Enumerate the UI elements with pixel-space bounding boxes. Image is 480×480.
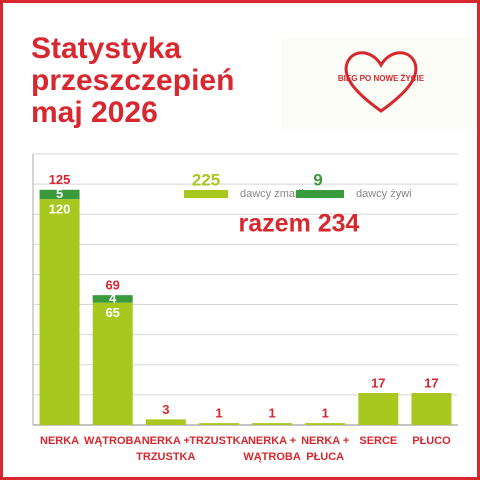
total-label: 69 (105, 278, 119, 293)
bar-segment (358, 393, 399, 425)
logo-heart (344, 51, 418, 113)
logo: BIEG PO NOWE ŻYCIE (281, 37, 476, 129)
value-label: 4 (109, 290, 117, 305)
value-label: 120 (49, 202, 71, 217)
x-tick-label: PŁUCO (412, 435, 451, 447)
legend-swatch (296, 190, 344, 198)
bar-segment (39, 189, 80, 200)
bar-segment (39, 199, 80, 425)
legend-swatch (184, 190, 228, 198)
x-tick-label: SERCE (359, 435, 398, 447)
x-tick-label: NERKA + TRZUSTKA (136, 435, 196, 463)
legend-label: dawcy zmarli (240, 188, 304, 200)
legend-label: dawcy żywi (356, 188, 412, 200)
bar-segment (411, 393, 452, 425)
bar-segment (252, 423, 293, 425)
subtitle: maj 2026 (31, 96, 158, 129)
total-label: 1 (268, 406, 275, 421)
logo-text: BIEG PO NOWE ŻYCIE (338, 74, 425, 83)
bar-segment (145, 419, 186, 425)
x-tick-label: NERKA (40, 435, 80, 447)
total-label: 1 (322, 406, 329, 421)
total-label: 17 (371, 375, 385, 390)
x-tick-label: WĄTROBA (83, 435, 142, 447)
value-label: 5 (56, 186, 63, 201)
logo-bg (281, 37, 476, 129)
total-label: 1 (215, 406, 222, 421)
title: Statystyka przeszczepień (31, 32, 235, 97)
legend-total: 225 (192, 170, 220, 189)
total-label: 3 (162, 402, 169, 417)
x-tick-label: NERKA + PŁUCA (301, 435, 350, 463)
bar-segment (305, 423, 346, 425)
chart: BIEG PO NOWE ŻYCIE 225 dawcy zmarli 9 dawcy… (32, 37, 476, 426)
total-label: 17 (424, 375, 438, 390)
value-label: 65 (105, 305, 119, 320)
bar-segment (92, 302, 133, 425)
bar-segment (92, 295, 133, 303)
x-tick-label: TRZUSTKA (189, 435, 249, 447)
x-tick-label: NERKA + WĄTROBA (243, 435, 301, 463)
annotation: razem 234 (239, 210, 360, 238)
legend-total: 9 (313, 170, 322, 189)
bar-segment (198, 423, 239, 425)
total-label: 125 (49, 172, 71, 187)
